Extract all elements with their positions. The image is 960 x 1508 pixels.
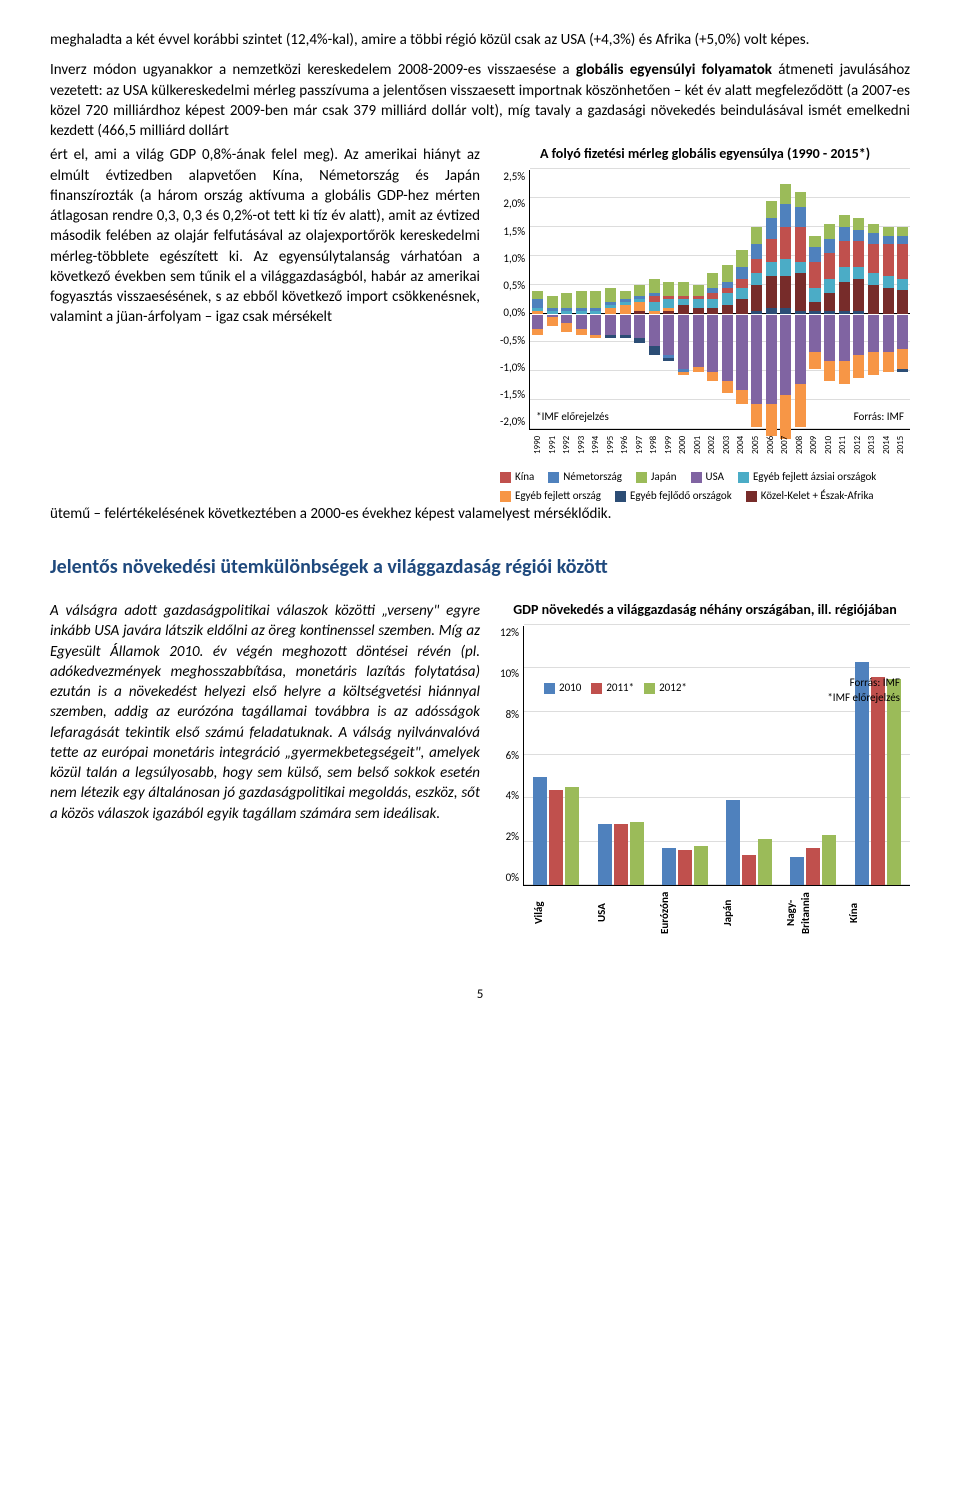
page-number: 5 [50, 986, 910, 1004]
para2-bold: globális egyensúlyi folyamatok [576, 61, 772, 79]
chart1-plot: *IMF előrejelzés Forrás: IMF [529, 170, 910, 430]
chart2-source: Forrás: IMF *IMF előrejelzés [827, 676, 900, 706]
chart2-src-bot: *IMF előrejelzés [827, 691, 900, 706]
chart1-legend: KínaNémetországJapánUSAEgyéb fejlett ázs… [500, 470, 910, 504]
chart2-title: GDP növekedés a világgazdaság néhány ors… [500, 601, 910, 620]
chart1-yaxis: 2,5%2,0%1,5%1,0%0,5%0,0%-0,5%-1,0%-1,5%-… [500, 170, 529, 430]
chart2: 12%10%8%6%4%2%0% 20102011*2012* Forrás: … [500, 626, 910, 946]
intro-paragraph: meghaladta a két évvel korábbi szintet (… [50, 30, 910, 50]
para2-b-tail: ért el, ami a világ GDP 0,8%-ának felel … [50, 145, 480, 327]
chart1-note-left: *IMF előrejelzés [536, 410, 609, 425]
chart2-legend: 20102011*2012* [544, 681, 687, 696]
section-title: Jelentős növekedési ütemkülönbségek a vi… [50, 554, 910, 581]
chart2-plot: 20102011*2012* Forrás: IMF *IMF előrejel… [523, 626, 910, 886]
chart1-xaxis: 1990199119921993199419951996199719981999… [532, 430, 910, 464]
chart2-xaxis: VilágUSAEurózónaJapánNagy-BritanniaKína [532, 886, 910, 946]
chart1: 2,5%2,0%1,5%1,0%0,5%0,0%-0,5%-1,0%-1,5%-… [500, 170, 910, 504]
section-growth: A válságra adott gazdaságpolitikai válas… [50, 601, 910, 946]
chart1-bars [530, 170, 910, 429]
chart2-yaxis: 12%10%8%6%4%2%0% [500, 626, 523, 886]
para3: A válságra adott gazdaságpolitikai válas… [50, 601, 480, 824]
chart2-src-top: Forrás: IMF [827, 676, 900, 691]
section-balance: Inverz módon ugyanakkor a nemzetközi ker… [50, 60, 910, 524]
chart1-note-right: Forrás: IMF [854, 410, 904, 425]
chart1-title: A folyó fizetési mérleg globális egyensú… [500, 145, 910, 164]
para2-b-after: ütemű – felértékelésének következtében a… [50, 504, 910, 524]
chart2-bars [524, 626, 910, 885]
para2-a: Inverz módon ugyanakkor a nemzetközi ker… [50, 61, 576, 79]
para2-lead: Inverz módon ugyanakkor a nemzetközi ker… [50, 60, 910, 141]
